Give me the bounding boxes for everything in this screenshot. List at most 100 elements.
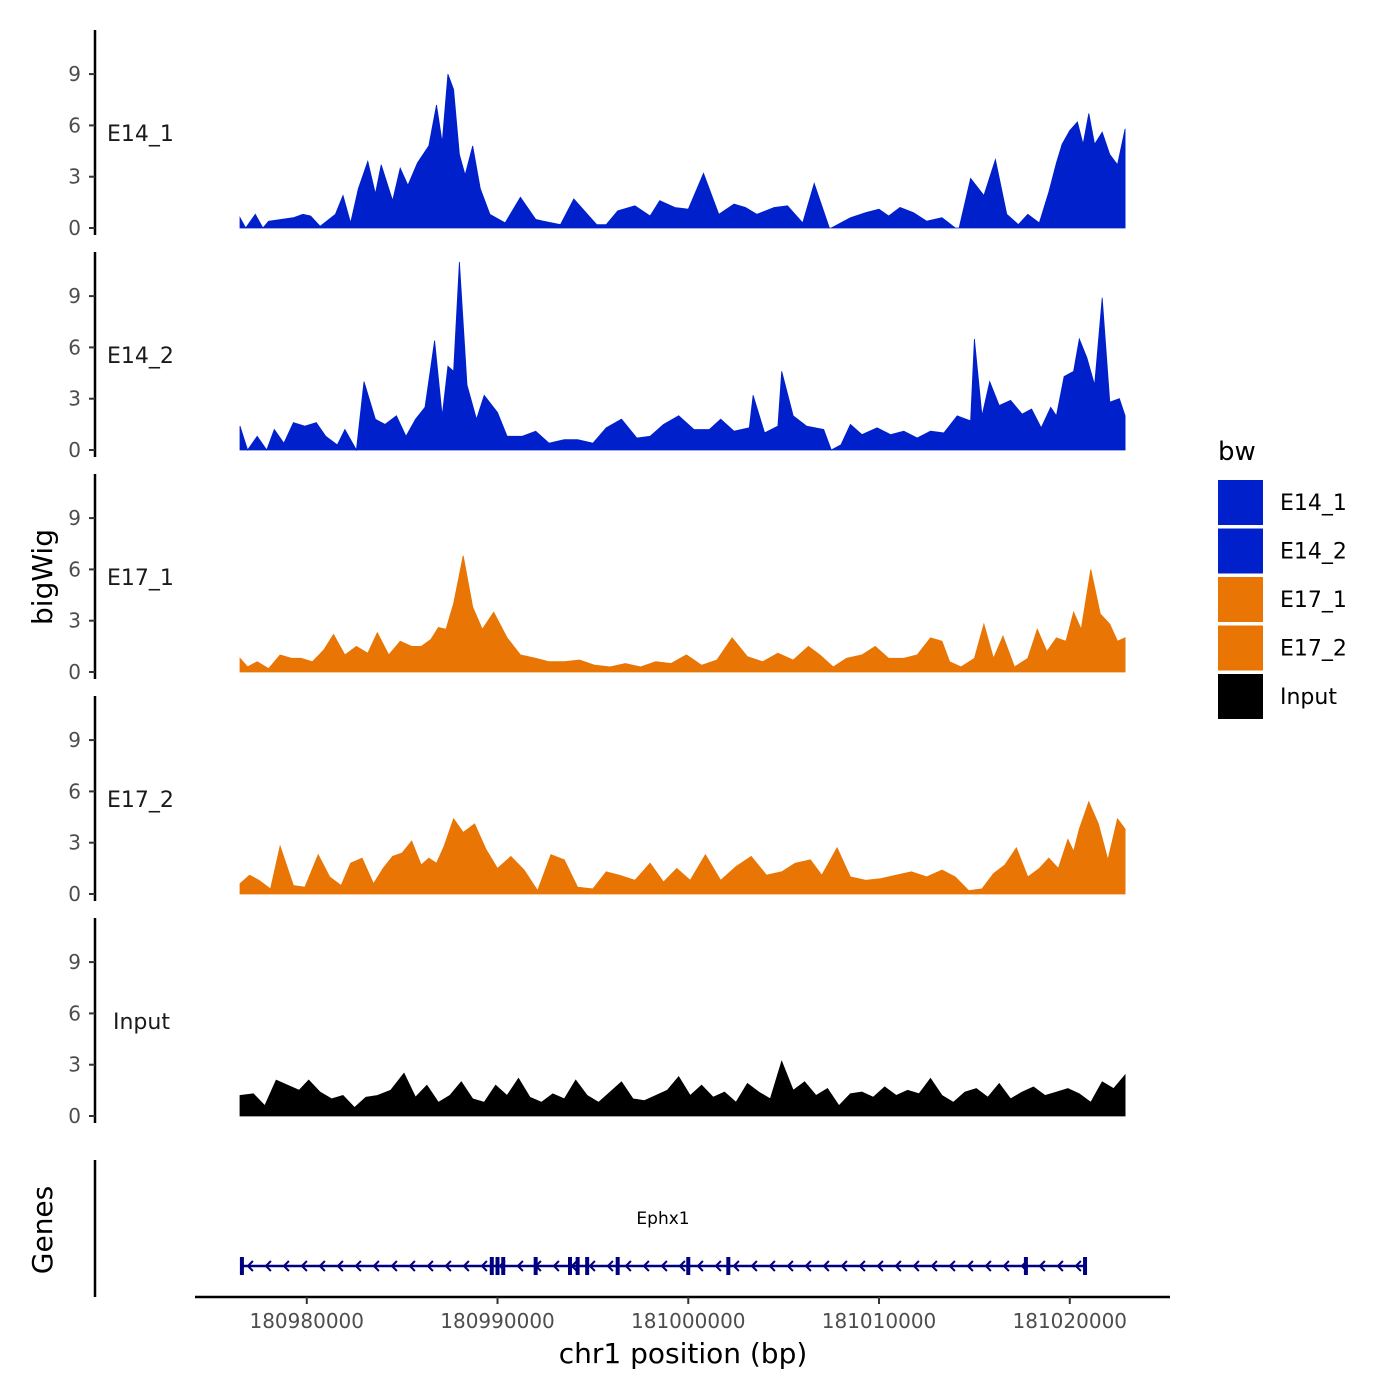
- track-label: E14_1: [107, 122, 174, 147]
- legend-label: Input: [1280, 685, 1337, 710]
- track-E17_2: 0 3 6 9 E17_2: [68, 696, 1126, 906]
- strand-arrow: [426, 1260, 434, 1272]
- strand-arrow: [1074, 1260, 1082, 1272]
- y-tick-label: 6: [68, 335, 81, 359]
- strand-arrow: [876, 1260, 884, 1272]
- y-tick-label: 3: [68, 609, 81, 633]
- strand-arrow: [678, 1260, 686, 1272]
- strand-arrow: [858, 1260, 866, 1272]
- y-tick-label: 3: [68, 387, 81, 411]
- strand-arrow: [372, 1260, 380, 1272]
- legend-label: E14_1: [1280, 491, 1347, 516]
- x-tick-label: 181010000: [822, 1309, 937, 1333]
- strand-arrow: [1038, 1260, 1046, 1272]
- track-E17_1: 0 3 6 9 E17_1: [68, 474, 1126, 684]
- strand-arrow: [480, 1260, 488, 1272]
- exon: [615, 1257, 620, 1275]
- exon: [585, 1257, 590, 1275]
- strand-arrow: [1056, 1260, 1064, 1272]
- legend-swatch: [1218, 480, 1263, 525]
- strand-arrow: [696, 1260, 704, 1272]
- strand-arrow: [408, 1260, 416, 1272]
- y-tick-label: 9: [68, 950, 81, 974]
- x-tick-label: 181000000: [631, 1309, 746, 1333]
- y-tick-label: 9: [68, 728, 81, 752]
- y-tick-label: 0: [68, 882, 81, 906]
- exon: [686, 1257, 691, 1275]
- strand-arrow: [894, 1260, 902, 1272]
- strand-arrow: [552, 1260, 560, 1272]
- y-tick-label: 0: [68, 438, 81, 462]
- signal-area-E17_1: [239, 555, 1126, 673]
- strand-arrow: [930, 1260, 938, 1272]
- strand-arrow: [336, 1260, 344, 1272]
- strand-arrow: [354, 1260, 362, 1272]
- x-tick-label: 180980000: [249, 1309, 364, 1333]
- exon: [501, 1257, 506, 1275]
- strand-arrow: [624, 1260, 632, 1272]
- exon: [575, 1257, 580, 1275]
- y-tick-label: 6: [68, 1001, 81, 1025]
- y-tick-label: 0: [68, 1104, 81, 1128]
- strand-arrow: [984, 1260, 992, 1272]
- track-label: E14_2: [107, 344, 174, 369]
- exon: [1083, 1257, 1088, 1275]
- strand-arrow: [588, 1260, 596, 1272]
- track-E14_2: 0 3 6 9 E14_2: [68, 252, 1126, 462]
- y-tick-label: 0: [68, 216, 81, 240]
- y-tick-label: 3: [68, 1053, 81, 1077]
- x-axis-title: chr1 position (bp): [559, 1337, 808, 1370]
- strand-arrow: [732, 1260, 740, 1272]
- y-tick-label: 9: [68, 506, 81, 530]
- legend-label: E14_2: [1280, 540, 1347, 565]
- signal-area-E14_1: [239, 73, 1126, 229]
- strand-arrow: [444, 1260, 452, 1272]
- legend: bw E14_1 E14_2 E17_1 E17_2 Input: [1218, 437, 1347, 719]
- track-E14_1: 0 3 6 9 E14_1: [68, 30, 1126, 240]
- legend-title: bw: [1218, 437, 1256, 467]
- strand-arrow: [300, 1260, 308, 1272]
- strand-arrow: [1002, 1260, 1010, 1272]
- strand-arrow: [282, 1260, 290, 1272]
- track-Input: 0 3 6 9 Input: [68, 918, 1126, 1128]
- strand-arrow: [750, 1260, 758, 1272]
- legend-swatch: [1218, 577, 1263, 622]
- strand-arrow: [660, 1260, 668, 1272]
- strand-arrow: [390, 1260, 398, 1272]
- strand-arrow: [804, 1260, 812, 1272]
- strand-arrow: [768, 1260, 776, 1272]
- strand-arrow: [912, 1260, 920, 1272]
- genes-track: Ephx1: [93, 1160, 1088, 1297]
- x-axis: 180980000 180990000 181000000 181010000 1810…: [195, 1295, 1170, 1333]
- gene-label: Ephx1: [636, 1209, 689, 1229]
- signal-area-E17_2: [239, 800, 1126, 895]
- strand-arrow: [606, 1260, 614, 1272]
- signal-area-E14_2: [239, 261, 1126, 452]
- signal-tracks: 0 3 6 9 E14_1 0 3 6 9 E14_2 0 3 6 9 E17_1 0 3 6 9 E17_2 0 3 6 9…: [68, 30, 1126, 1128]
- strand-arrow: [966, 1260, 974, 1272]
- strand-arrow: [642, 1260, 650, 1272]
- exon: [1023, 1257, 1028, 1275]
- y-tick-label: 6: [68, 113, 81, 137]
- strand-arrow: [786, 1260, 794, 1272]
- x-tick-label: 181020000: [1013, 1309, 1128, 1333]
- legend-swatch: [1218, 528, 1263, 574]
- y-tick-label: 9: [68, 62, 81, 86]
- legend-label: E17_2: [1280, 637, 1347, 662]
- track-label: E17_1: [107, 566, 174, 591]
- strand-arrow: [264, 1260, 272, 1272]
- signal-area-Input: [239, 1060, 1126, 1117]
- y-tick-label: 9: [68, 284, 81, 308]
- y-axis-title: bigWig: [26, 529, 59, 625]
- strand-arrow: [246, 1260, 254, 1272]
- x-tick-label: 180990000: [440, 1309, 555, 1333]
- y-tick-label: 3: [68, 831, 81, 855]
- legend-label: E17_1: [1280, 588, 1347, 613]
- strand-arrow: [714, 1260, 722, 1272]
- exon: [726, 1257, 731, 1275]
- track-label: E17_2: [107, 788, 174, 813]
- exon: [495, 1257, 500, 1275]
- exon: [568, 1257, 573, 1275]
- strand-arrow: [840, 1260, 848, 1272]
